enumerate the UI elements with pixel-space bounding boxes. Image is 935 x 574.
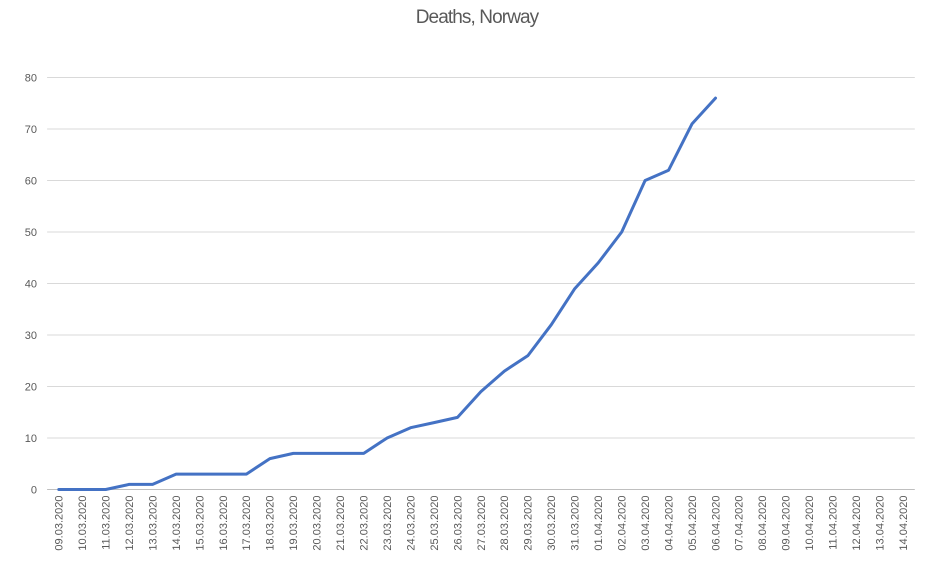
svg-text:13.04.2020: 13.04.2020 <box>874 496 886 551</box>
svg-text:02.04.2020: 02.04.2020 <box>616 496 628 551</box>
svg-text:25.03.2020: 25.03.2020 <box>429 496 441 551</box>
svg-text:23.03.2020: 23.03.2020 <box>382 496 394 551</box>
svg-text:28.03.2020: 28.03.2020 <box>499 496 511 551</box>
svg-text:40: 40 <box>25 278 37 290</box>
svg-text:30: 30 <box>25 330 37 342</box>
svg-text:18.03.2020: 18.03.2020 <box>265 496 277 551</box>
svg-text:16.03.2020: 16.03.2020 <box>218 496 230 551</box>
svg-text:10.04.2020: 10.04.2020 <box>804 496 816 551</box>
svg-text:50: 50 <box>25 227 37 239</box>
svg-text:0: 0 <box>31 484 37 496</box>
svg-text:80: 80 <box>25 72 37 84</box>
svg-text:27.03.2020: 27.03.2020 <box>476 496 488 551</box>
svg-text:05.04.2020: 05.04.2020 <box>687 496 699 551</box>
svg-text:09.03.2020: 09.03.2020 <box>54 496 66 551</box>
svg-text:06.04.2020: 06.04.2020 <box>710 496 722 551</box>
svg-text:08.04.2020: 08.04.2020 <box>757 496 769 551</box>
svg-text:11.03.2020: 11.03.2020 <box>101 496 113 550</box>
svg-text:21.03.2020: 21.03.2020 <box>335 496 347 551</box>
svg-text:03.04.2020: 03.04.2020 <box>640 496 652 551</box>
svg-text:29.03.2020: 29.03.2020 <box>523 496 535 551</box>
svg-text:14.03.2020: 14.03.2020 <box>171 496 183 551</box>
svg-text:10.03.2020: 10.03.2020 <box>77 496 89 551</box>
svg-text:09.04.2020: 09.04.2020 <box>781 496 793 551</box>
svg-text:10: 10 <box>25 433 37 445</box>
svg-text:12.04.2020: 12.04.2020 <box>851 496 863 551</box>
svg-text:13.03.2020: 13.03.2020 <box>147 496 159 551</box>
svg-text:04.04.2020: 04.04.2020 <box>663 496 675 551</box>
svg-text:26.03.2020: 26.03.2020 <box>452 496 464 551</box>
svg-text:12.03.2020: 12.03.2020 <box>124 496 136 551</box>
svg-text:15.03.2020: 15.03.2020 <box>194 496 206 551</box>
svg-text:01.04.2020: 01.04.2020 <box>593 496 605 551</box>
svg-text:14.04.2020: 14.04.2020 <box>898 496 910 551</box>
svg-text:31.03.2020: 31.03.2020 <box>570 496 582 551</box>
svg-text:70: 70 <box>25 124 37 136</box>
svg-text:20.03.2020: 20.03.2020 <box>312 496 324 551</box>
svg-text:24.03.2020: 24.03.2020 <box>405 496 417 551</box>
svg-text:30.03.2020: 30.03.2020 <box>546 496 558 551</box>
svg-text:20: 20 <box>25 381 37 393</box>
svg-text:60: 60 <box>25 175 37 187</box>
svg-text:Deaths, Norway: Deaths, Norway <box>416 7 540 28</box>
svg-text:17.03.2020: 17.03.2020 <box>241 496 253 551</box>
svg-text:07.04.2020: 07.04.2020 <box>734 496 746 551</box>
svg-text:22.03.2020: 22.03.2020 <box>358 496 370 551</box>
svg-text:19.03.2020: 19.03.2020 <box>288 496 300 551</box>
svg-text:11.04.2020: 11.04.2020 <box>828 496 840 550</box>
